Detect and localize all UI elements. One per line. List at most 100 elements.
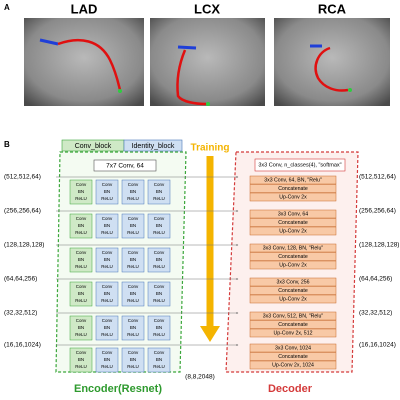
image-title: LCX — [194, 1, 220, 16]
encoder-shape-label: (512,512,64) — [4, 174, 41, 181]
block-layer-label: ReLU — [127, 196, 139, 201]
block-layer-label: BN — [78, 325, 84, 330]
block-layer-label: Conv — [76, 250, 87, 255]
conv-block — [69, 213, 93, 239]
block-layer-label: Conv — [154, 350, 165, 355]
block-layer-label: Conv — [128, 318, 139, 323]
block-layer-label: Conv — [102, 182, 113, 187]
angiogram-images — [24, 18, 390, 106]
block-layer-label: Conv — [154, 318, 165, 323]
image-rca — [274, 18, 390, 106]
block-layer-label: Conv — [102, 350, 113, 355]
block-layer-label: BN — [130, 357, 136, 362]
decoder-layer-box — [249, 209, 337, 219]
decoder-shape-label: (64,64,256) — [359, 276, 392, 283]
decoder-layer-box — [249, 311, 337, 321]
decoder-layer-label: Concatenate — [278, 220, 308, 226]
panel-label: B — [4, 140, 10, 149]
identity-block — [121, 315, 145, 341]
block-layer-label: ReLU — [75, 298, 87, 303]
decoder-layer-label: 3x3 Conv, 256 — [276, 280, 309, 286]
vessel-end — [206, 102, 210, 106]
identity-block — [121, 347, 145, 373]
block-layer-label: Conv — [102, 318, 113, 323]
legend-box-identity — [123, 139, 183, 152]
block-layer-label: BN — [104, 257, 110, 262]
block-layer-label: Conv — [154, 182, 165, 187]
first-layer-box — [93, 159, 157, 172]
conv-block — [69, 179, 93, 205]
decoder-layer-box — [249, 343, 337, 353]
block-layer-label: Conv — [102, 216, 113, 221]
identity-block — [121, 179, 145, 205]
block-layer-label: Conv — [76, 216, 87, 221]
decoder-layer-box — [249, 360, 337, 370]
decoder-layer-box — [249, 252, 337, 261]
block-layer-label: BN — [156, 291, 162, 296]
block-layer-label: BN — [156, 325, 162, 330]
block-layer-label: BN — [156, 257, 162, 262]
block-layer-label: BN — [78, 257, 84, 262]
block-layer-label: BN — [156, 357, 162, 362]
decoder-layer-label: Up-Conv 2x — [279, 263, 307, 269]
identity-block — [95, 213, 119, 239]
encoder-shape-label: (32,32,512) — [4, 310, 37, 317]
block-layer-label: ReLU — [153, 332, 165, 337]
conv-block — [69, 247, 93, 273]
encoder-shape-label: (16,16,1024) — [4, 342, 41, 349]
block-layer-label: BN — [78, 189, 84, 194]
bottleneck-shape-label: (8,8,2048) — [185, 374, 215, 381]
block-layer-label: ReLU — [101, 298, 113, 303]
vessel-segment — [176, 49, 207, 106]
block-layer-label: BN — [130, 189, 136, 194]
decoder-layer-label: Up-Conv 2x — [279, 229, 307, 235]
decoder-layer-label: Up-Conv 2x, 512 — [274, 331, 313, 337]
conv-block — [69, 281, 93, 307]
block-layer-label: BN — [78, 291, 84, 296]
identity-block — [121, 247, 145, 273]
decoder-layer-box — [249, 260, 337, 270]
vessel-segment — [57, 38, 122, 91]
block-layer-label: Conv — [102, 284, 113, 289]
decoder-layer-label: Concatenate — [278, 186, 308, 192]
training-arrow-head — [200, 326, 220, 342]
block-layer-label: BN — [104, 291, 110, 296]
block-layer-label: Conv — [128, 182, 139, 187]
identity-block — [147, 179, 171, 205]
block-layer-label: BN — [156, 223, 162, 228]
decoder-layer-box — [249, 286, 337, 295]
block-layer-label: ReLU — [127, 230, 139, 235]
identity-block — [121, 281, 145, 307]
block-layer-label: ReLU — [153, 298, 165, 303]
block-layer-label: Conv — [128, 216, 139, 221]
block-layer-label: ReLU — [75, 364, 87, 369]
block-layer-label: BN — [130, 223, 136, 228]
decoder-shape-label: (512,512,64) — [359, 174, 396, 181]
block-layer-label: ReLU — [127, 364, 139, 369]
block-layer-label: Conv — [128, 250, 139, 255]
vessel-end — [348, 88, 352, 92]
decoder-layer-box — [249, 175, 337, 185]
block-layer-label: ReLU — [127, 298, 139, 303]
output-layer-label: 3x3 Conv, n_classes(4), "softmax" — [258, 162, 341, 168]
block-layer-label: ReLU — [153, 230, 165, 235]
block-layer-label: ReLU — [153, 364, 165, 369]
image-title: RCA — [318, 1, 347, 16]
block-layer-label: ReLU — [101, 230, 113, 235]
decoder-layer-box — [249, 328, 337, 338]
decoder-layer-box — [249, 352, 337, 361]
identity-block — [121, 213, 145, 239]
decoder-layer-box — [249, 192, 337, 202]
identity-block — [147, 281, 171, 307]
block-layer-label: ReLU — [101, 332, 113, 337]
decoder-layer-label: 3x3 Conv, 1024 — [275, 346, 311, 352]
block-layer-label: BN — [156, 189, 162, 194]
vessel-segment — [314, 46, 349, 92]
block-layer-label: BN — [104, 357, 110, 362]
training-label: Training — [191, 143, 230, 154]
block-layer-label: Conv — [128, 284, 139, 289]
encoder-shape-label: (64,64,256) — [4, 276, 37, 283]
block-layer-label: Conv — [76, 318, 87, 323]
decoder-layer-box — [249, 294, 337, 304]
